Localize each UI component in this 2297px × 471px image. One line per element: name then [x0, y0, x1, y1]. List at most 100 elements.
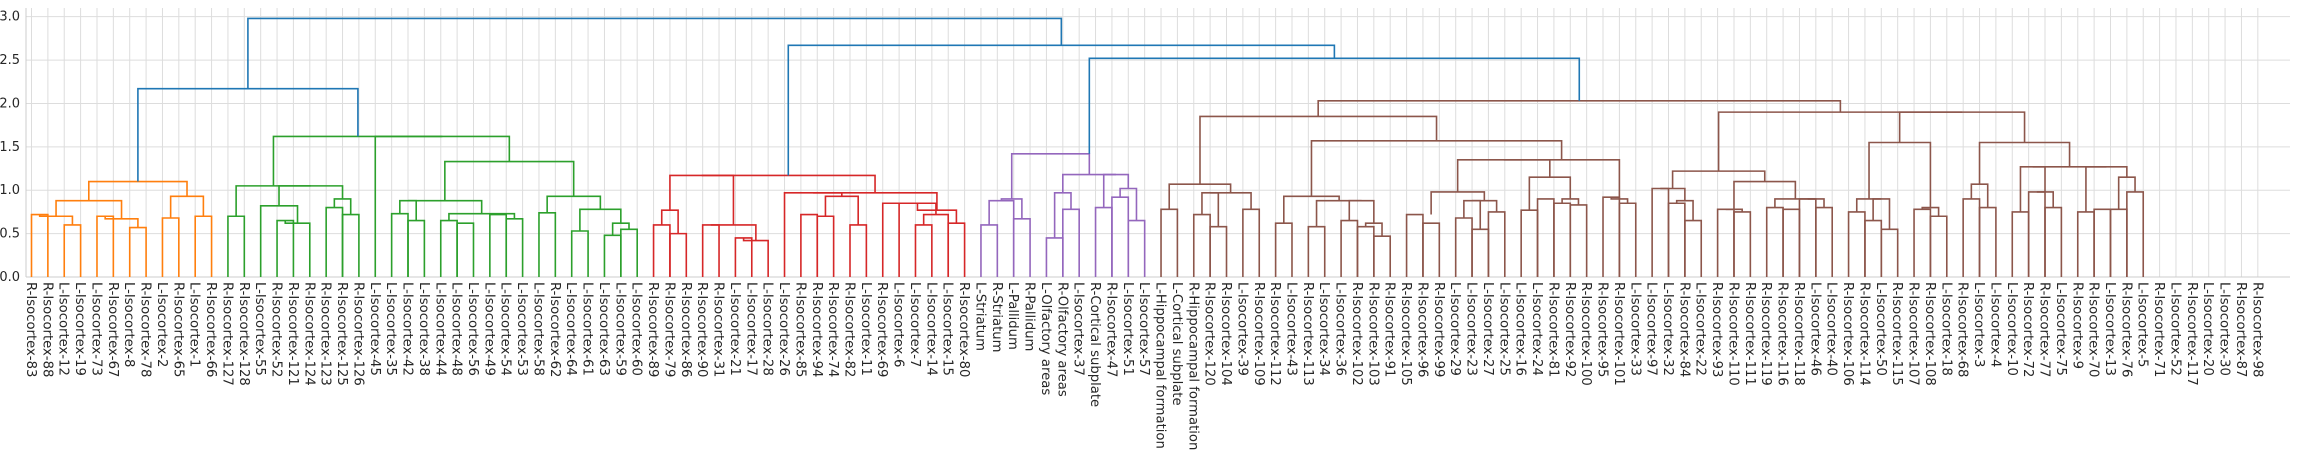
dendrogram-link — [1356, 225, 1375, 277]
dendrogram-link — [570, 230, 589, 277]
leaf-label: L-Isocortex-35 — [383, 282, 398, 376]
dendrogram-link — [1307, 225, 1326, 277]
leaf-label: L-Hippocampal formation — [1153, 282, 1168, 449]
leaf-label: R-Isocortex-109 — [1251, 282, 1266, 386]
dendrogram-link — [1929, 215, 1948, 277]
y-tick-label: 2.5 — [0, 53, 20, 68]
leaf-label: L-Isocortex-46 — [1807, 282, 1822, 376]
leaf-label: L-Isocortex-58 — [530, 282, 545, 376]
dendrogram-link — [439, 219, 458, 277]
leaf-label: R-Isocortex-127 — [219, 282, 234, 386]
dendrogram-link — [227, 215, 246, 277]
leaf-label: L-Isocortex-6 — [891, 282, 906, 367]
leaf-label: R-Isocortex-93 — [1709, 282, 1724, 377]
leaf-label: R-Isocortex-91 — [1382, 282, 1397, 377]
leaf-label: R-Isocortex-68 — [1955, 282, 1970, 377]
dendrogram-link — [1671, 170, 1766, 189]
leaf-label: R-Isocortex-115 — [1889, 282, 1904, 386]
dendrogram-link — [456, 222, 475, 277]
dendrogram-link — [1094, 206, 1113, 277]
leaf-label: L-Olfactory areas — [1038, 282, 1053, 395]
dendrogram-link — [660, 209, 679, 234]
dendrogram-link — [1422, 222, 1441, 277]
leaf-label: R-Hippocampal formation — [1185, 282, 1200, 450]
leaf-label: L-Isocortex-4 — [1987, 282, 2002, 367]
dendrogram-link — [2126, 191, 2145, 277]
leaf-label: R-Isocortex-77 — [2037, 282, 2052, 377]
dendrogram-link — [800, 213, 819, 277]
leaf-label: L-Isocortex-22 — [1693, 282, 1708, 376]
leaf-label: L-Isocortex-44 — [432, 282, 447, 376]
y-tick-label: 0.0 — [0, 270, 20, 285]
dendrogram-link — [1765, 206, 1784, 277]
dendrogram-link — [1864, 219, 1883, 277]
dendrogram-link — [1274, 222, 1293, 277]
dendrogram-link — [603, 234, 622, 277]
dendrogram-link — [1160, 208, 1179, 277]
leaf-label: L-Isocortex-3 — [1971, 282, 1986, 367]
dendrogram-link — [1192, 213, 1211, 277]
dendrogram-link — [2044, 206, 2063, 277]
leaf-label: R-Isocortex-114 — [1856, 282, 1871, 386]
leaf-label: R-Isocortex-118 — [1791, 282, 1806, 386]
leaf-label: R-Isocortex-66 — [203, 282, 218, 377]
y-tick-label: 1.0 — [0, 183, 20, 198]
leaf-label: R-Isocortex-117 — [2184, 282, 2199, 386]
leaf-label: L-Isocortex-2 — [154, 282, 169, 367]
dendrogram-link — [1913, 208, 1932, 277]
leaf-label: R-Isocortex-65 — [170, 282, 185, 377]
leaf-label: R-Cortical subplate — [1087, 282, 1102, 407]
leaf-label: R-Isocortex-80 — [956, 282, 971, 377]
dendrogram-link — [63, 224, 82, 277]
leaf-label: L-Isocortex-48 — [449, 282, 464, 376]
leaf-label: R-Isocortex-126 — [350, 282, 365, 386]
leaf-label: L-Isocortex-24 — [1529, 282, 1544, 376]
dendrogram-link — [787, 44, 1336, 176]
leaf-label: L-Isocortex-12 — [56, 282, 71, 376]
leaf-label: R-Isocortex-79 — [661, 282, 676, 377]
dendrogram-link — [489, 213, 508, 277]
leaf-label: L-Isocortex-10 — [2004, 282, 2019, 376]
leaf-label: L-Isocortex-8 — [121, 282, 136, 367]
leaf-label: R-Isocortex-90 — [694, 282, 709, 377]
dendrogram-link — [1520, 209, 1539, 277]
leaf-label: L-Isocortex-56 — [465, 282, 480, 376]
dendrogram-link — [1725, 208, 1743, 212]
dendrogram-link — [742, 237, 769, 277]
y-tick-label: 3.0 — [0, 10, 20, 25]
dendrogram-link — [1340, 219, 1359, 277]
dendrogram-link — [1569, 204, 1588, 277]
leaf-label: R-Isocortex-98 — [2249, 282, 2264, 377]
leaf-label: R-Isocortex-78 — [138, 282, 153, 377]
dendrogram-link — [1684, 219, 1703, 277]
dendrogram-link — [407, 219, 426, 277]
leaf-label: L-Isocortex-59 — [612, 282, 627, 376]
leaf-label: L-Isocortex-55 — [252, 282, 267, 376]
leaf-label: L-Isocortex-63 — [596, 282, 611, 376]
dendrogram-link — [2036, 191, 2054, 208]
dendrogram-link — [1651, 187, 1670, 277]
dendrogram-link — [284, 220, 311, 277]
leaf-label: L-Cortical subplate — [1169, 282, 1184, 406]
leaf-label: R-Isocortex-69 — [874, 282, 889, 377]
leaf-label: L-Isocortex-49 — [481, 282, 496, 376]
dendrogram-link — [669, 174, 735, 225]
dendrogram-link — [161, 217, 180, 277]
leaf-label: R-Isocortex-101 — [1611, 282, 1626, 386]
leaf-label: L-Isocortex-16 — [1513, 282, 1528, 376]
dendrogram-link — [914, 224, 933, 277]
leaf-label: R-Isocortex-102 — [1349, 282, 1364, 386]
dendrogram-link — [980, 224, 999, 277]
leaf-label: R-Isocortex-86 — [678, 282, 693, 377]
leaf-label: R-Isocortex-113 — [1300, 282, 1315, 386]
leaf-label: L-Isocortex-43 — [1283, 282, 1298, 376]
leaf-label: L-Isocortex-14 — [923, 282, 938, 376]
y-tick-label: 0.5 — [0, 227, 20, 242]
dendrogram-link — [1868, 141, 1932, 208]
leaf-label: L-Isocortex-75 — [2053, 282, 2068, 376]
leaf-label: L-Isocortex-40 — [1824, 282, 1839, 376]
dendrogram-link — [1102, 173, 1130, 208]
dendrogram-link — [1201, 192, 1220, 227]
leaf-label: R-Isocortex-110 — [1725, 282, 1740, 386]
dendrogram-link — [1012, 218, 1031, 277]
